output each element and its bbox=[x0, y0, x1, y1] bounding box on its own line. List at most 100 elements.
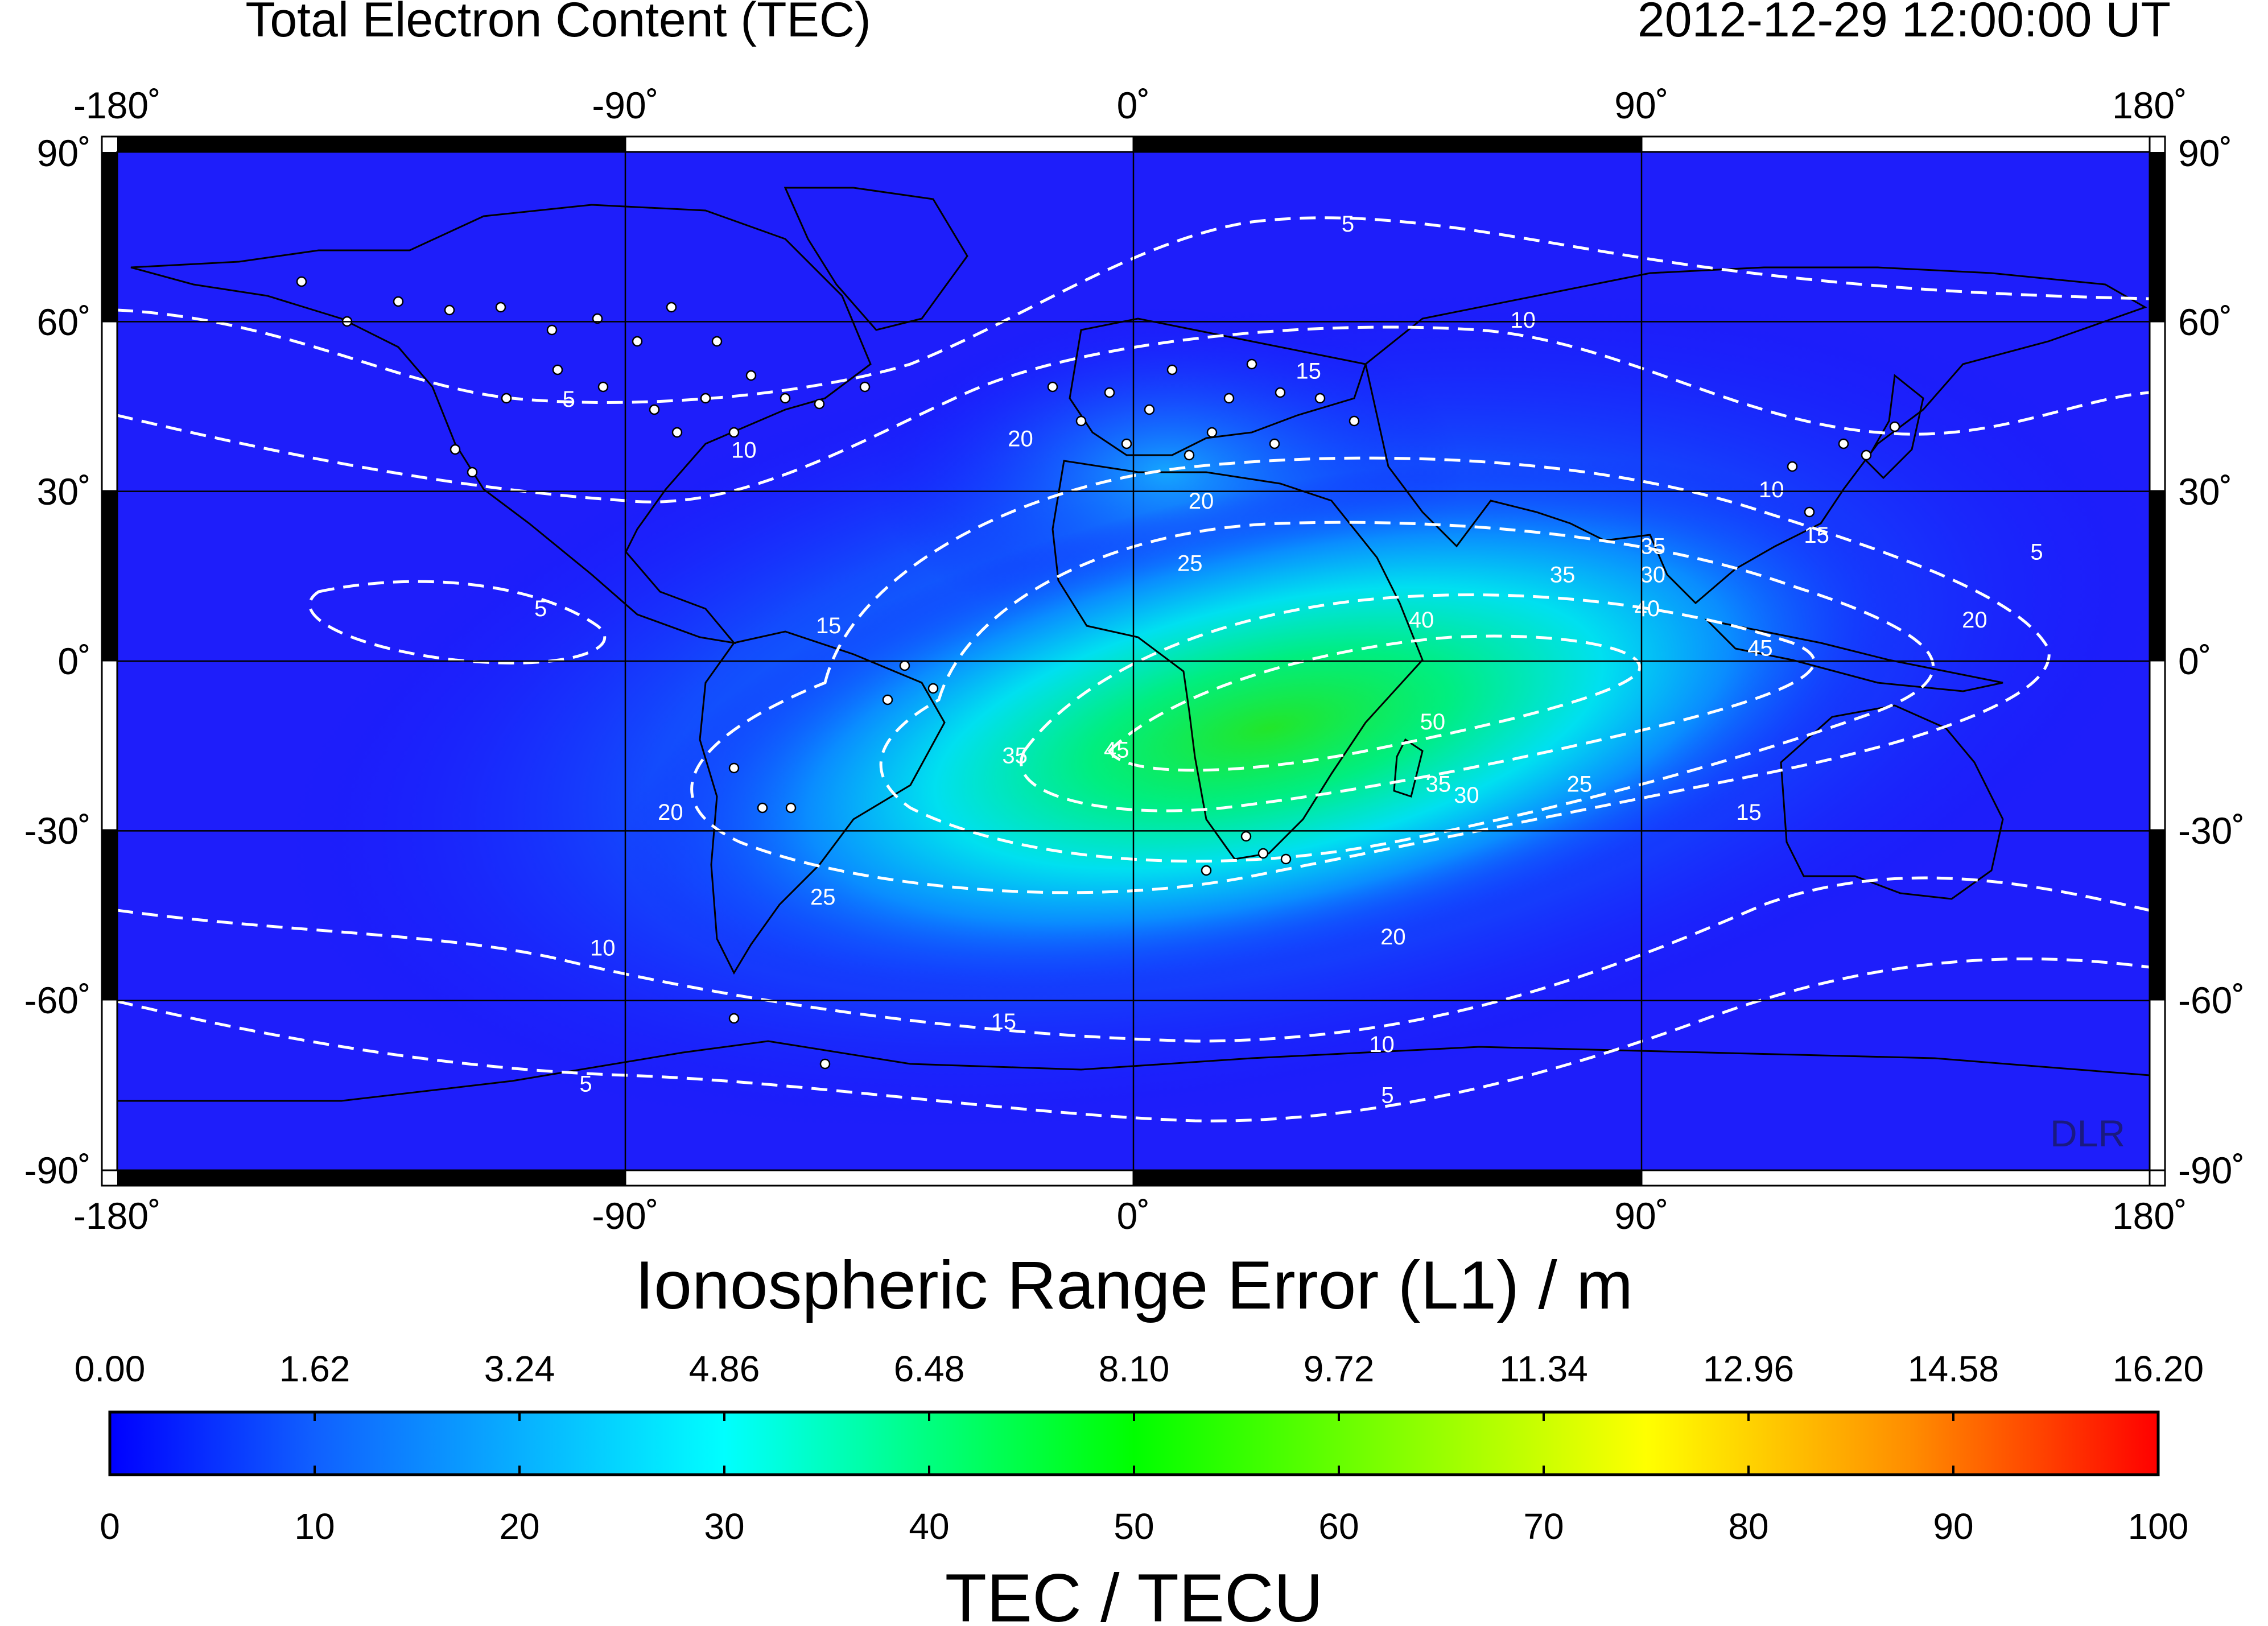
station-marker bbox=[666, 302, 677, 313]
frame-top-1 bbox=[117, 137, 625, 152]
station-marker bbox=[1314, 393, 1326, 404]
lat-label-right: -90˚ bbox=[2178, 1149, 2245, 1191]
frame-top-2 bbox=[624, 135, 1135, 153]
station-marker bbox=[728, 427, 740, 438]
lat-label-left: 90˚ bbox=[37, 132, 91, 174]
range-error-tick: 0.00 bbox=[75, 1348, 146, 1389]
contour-label: 30 bbox=[1640, 562, 1666, 587]
frame-right-6 bbox=[2149, 998, 2166, 1171]
station-marker bbox=[757, 802, 768, 814]
contour-label: 35 bbox=[1002, 744, 1028, 769]
indonesia-coast bbox=[1704, 618, 2003, 692]
station-marker bbox=[671, 427, 683, 438]
lat-label-right: -30˚ bbox=[2178, 810, 2245, 852]
colorbar-ticks bbox=[314, 1412, 1954, 1475]
contour-label: 5 bbox=[563, 387, 575, 412]
lat-labels-right: 90˚ 60˚ 30˚ 0˚ -30˚ -60˚ -90˚ bbox=[2178, 132, 2245, 1191]
station-marker bbox=[1240, 831, 1252, 842]
lat-label-right: 0˚ bbox=[2178, 640, 2212, 682]
tec-contours bbox=[117, 216, 2150, 1122]
tec-tick: 100 bbox=[2128, 1506, 2189, 1547]
range-error-tick: 12.96 bbox=[1703, 1348, 1794, 1389]
contour-label: 5 bbox=[1381, 1083, 1393, 1108]
station-marker bbox=[467, 467, 478, 478]
lon-label-top: 90˚ bbox=[1614, 84, 1668, 126]
contour-label: 45 bbox=[1747, 636, 1773, 661]
frame-bottom-2 bbox=[624, 1169, 1135, 1187]
gnss-stations bbox=[296, 276, 1900, 1070]
station-marker bbox=[882, 694, 893, 705]
range-error-tick: 16.20 bbox=[2113, 1348, 2204, 1389]
figure-timestamp: 2012-12-29 12:00:00 UT bbox=[1638, 0, 2171, 47]
contour-label: 40 bbox=[1409, 608, 1434, 633]
contour-label: 15 bbox=[816, 613, 842, 638]
frame-bottom-4 bbox=[1640, 1169, 2151, 1187]
lat-label-right: 60˚ bbox=[2178, 301, 2232, 343]
lon-labels-top: -180˚ -90˚ 0˚ 90˚ 180˚ bbox=[73, 84, 2187, 126]
station-marker bbox=[1223, 393, 1235, 404]
figure-title: Total Electron Content (TEC) bbox=[245, 0, 871, 47]
tec-unit-title: TEC / TECU bbox=[945, 1560, 1323, 1626]
station-marker bbox=[1787, 461, 1798, 472]
tec-tick: 20 bbox=[499, 1506, 539, 1547]
tec-colorbar bbox=[108, 1410, 2160, 1476]
station-marker bbox=[1104, 387, 1115, 398]
frame-right-1 bbox=[2150, 152, 2165, 321]
lat-label-left: 60˚ bbox=[37, 301, 91, 343]
contour-label: 50 bbox=[1420, 709, 1446, 734]
station-marker bbox=[296, 276, 307, 287]
contour-label: 10 bbox=[731, 438, 757, 463]
lat-labels-left: 90˚ 60˚ 30˚ 0˚ -30˚ -60˚ -90˚ bbox=[24, 132, 91, 1191]
station-marker bbox=[495, 302, 506, 313]
tec-tick: 0 bbox=[100, 1506, 120, 1547]
station-marker bbox=[1047, 381, 1058, 393]
map-border bbox=[116, 151, 2151, 1171]
station-marker bbox=[899, 660, 910, 671]
lat-label-left: 30˚ bbox=[37, 471, 91, 513]
contour-label: 5 bbox=[534, 596, 547, 621]
frame-left-2 bbox=[101, 320, 118, 492]
antarctica-coast bbox=[117, 1040, 2150, 1102]
tec-tick: 30 bbox=[704, 1506, 744, 1547]
south-america-coast bbox=[699, 630, 946, 975]
contour-40 bbox=[1107, 634, 1642, 772]
lon-label-bottom: -180˚ bbox=[73, 1195, 161, 1237]
contour-label: 35 bbox=[1426, 771, 1451, 797]
lat-label-right: -60˚ bbox=[2178, 979, 2245, 1021]
station-marker bbox=[780, 393, 791, 404]
contour-label: 20 bbox=[1189, 489, 1214, 514]
station-marker bbox=[814, 398, 825, 410]
station-marker bbox=[632, 336, 643, 347]
lat-label-right: 30˚ bbox=[2178, 471, 2232, 513]
contour-label: 5 bbox=[1342, 212, 1354, 237]
lon-label-bottom: 0˚ bbox=[1117, 1195, 1151, 1237]
station-marker bbox=[728, 1013, 740, 1024]
map-frame bbox=[101, 135, 2166, 1187]
range-error-tick: 9.72 bbox=[1304, 1348, 1375, 1389]
contour-label: 20 bbox=[1008, 427, 1033, 452]
lon-label-top: 180˚ bbox=[2112, 84, 2187, 126]
contour-label: 45 bbox=[1104, 738, 1129, 763]
frame-border bbox=[101, 135, 2166, 1187]
tec-tick: 50 bbox=[1114, 1506, 1154, 1547]
contour-label: 40 bbox=[1635, 596, 1660, 621]
station-marker bbox=[1075, 415, 1087, 427]
tec-enhancement-core bbox=[626, 457, 1911, 999]
station-marker bbox=[1269, 438, 1280, 449]
frame-left-5 bbox=[102, 830, 117, 1000]
station-marker bbox=[1144, 404, 1155, 415]
station-marker bbox=[592, 313, 603, 324]
station-marker bbox=[393, 296, 404, 307]
tec-tick: 10 bbox=[294, 1506, 335, 1547]
tec-tick-labels: 0 10 20 30 40 50 60 70 80 90 100 bbox=[100, 1506, 2188, 1547]
station-marker bbox=[859, 381, 871, 393]
station-marker bbox=[711, 336, 723, 347]
station-marker bbox=[1349, 415, 1360, 427]
graticule bbox=[117, 152, 2150, 1170]
contour-5-north bbox=[117, 216, 2150, 404]
station-marker bbox=[1804, 506, 1815, 518]
lon-label-top: -90˚ bbox=[592, 84, 658, 126]
contour-label: 15 bbox=[1804, 523, 1829, 548]
